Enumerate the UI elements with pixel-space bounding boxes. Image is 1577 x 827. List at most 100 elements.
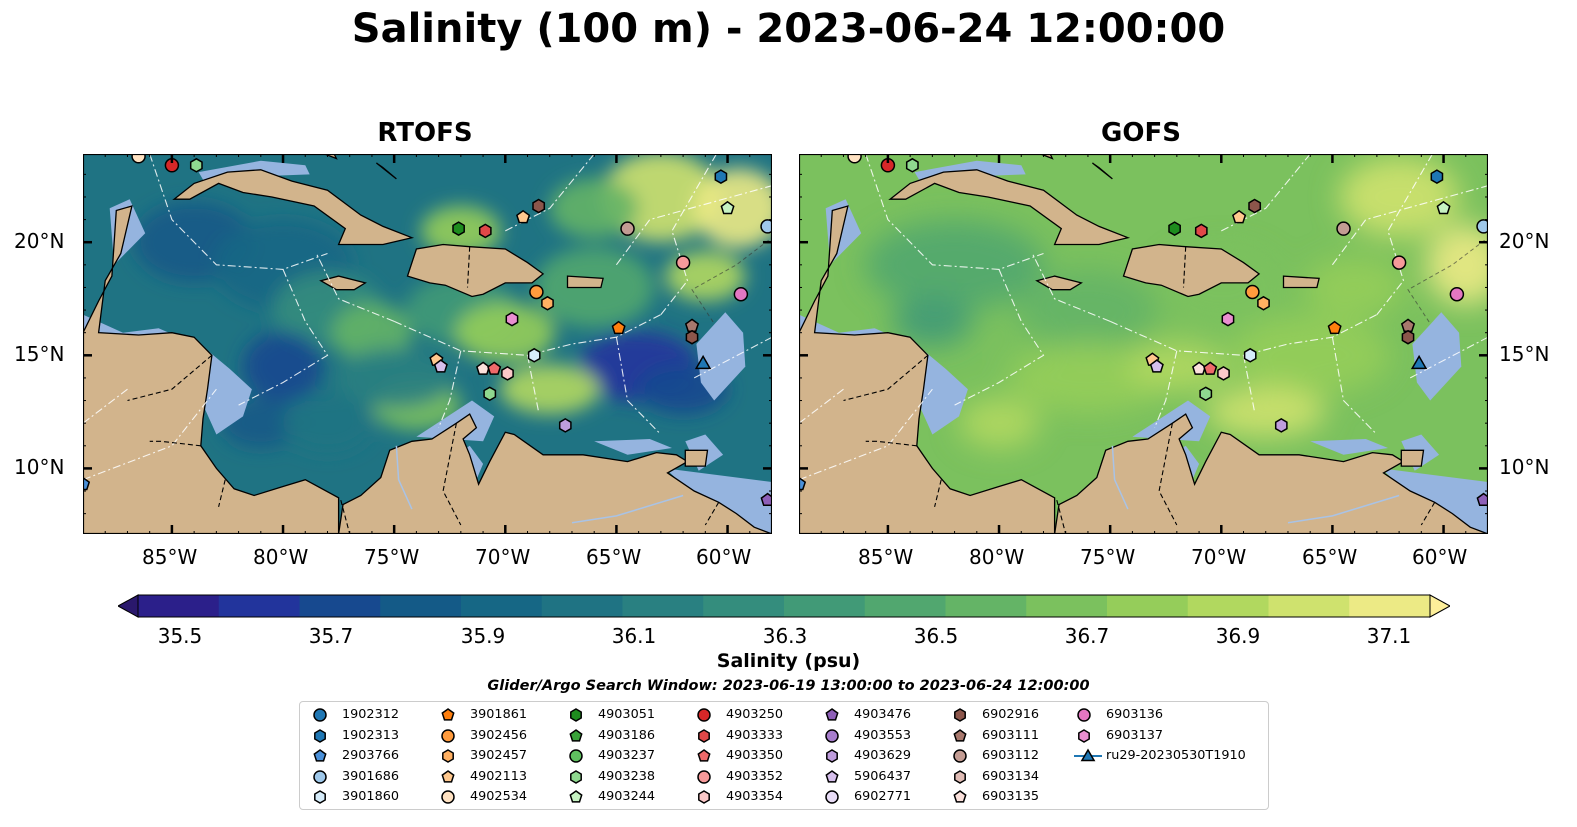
argo-float-marker bbox=[714, 169, 728, 184]
legend-label: 1902313 bbox=[342, 727, 399, 743]
legend-marker bbox=[441, 728, 455, 743]
panel-title-gofs: GOFS bbox=[1101, 118, 1181, 148]
land-mass bbox=[406, 243, 545, 298]
land-mass bbox=[888, 169, 1131, 246]
legend-label: 4903629 bbox=[854, 748, 911, 763]
colorbar-bin bbox=[380, 595, 462, 617]
argo-float-marker bbox=[611, 320, 626, 335]
argo-float-marker bbox=[483, 386, 497, 402]
legend-marker bbox=[570, 708, 582, 722]
colorbar-bin bbox=[864, 595, 946, 617]
land-mass bbox=[799, 205, 1056, 534]
argo-float-marker bbox=[905, 157, 919, 173]
land-mass bbox=[375, 162, 397, 180]
legend-label: 6902916 bbox=[982, 707, 1039, 722]
eez-boundary bbox=[238, 269, 329, 406]
eez-boundary bbox=[660, 154, 717, 315]
eez-boundary bbox=[1242, 355, 1256, 413]
colorbar-bin bbox=[703, 595, 785, 617]
argo-float-marker bbox=[1449, 286, 1465, 302]
legend-label: ru29-20230530T1910 bbox=[1106, 748, 1246, 763]
legend-marker bbox=[569, 728, 583, 742]
legend-label: 4903350 bbox=[726, 748, 783, 763]
argo-float-marker bbox=[487, 361, 502, 375]
shelf-area bbox=[594, 439, 672, 455]
legend-label: 3901860 bbox=[342, 789, 399, 804]
colorbar-bin bbox=[1026, 595, 1108, 617]
legend-marker bbox=[697, 769, 711, 784]
argo-float-marker bbox=[452, 221, 465, 236]
argo-float-marker bbox=[1391, 255, 1407, 270]
lon-tick-label: 85°W bbox=[142, 545, 198, 569]
legend-label: 4903186 bbox=[598, 727, 655, 743]
map-panel-rtofs[interactable] bbox=[83, 154, 772, 534]
legend-label: 4902534 bbox=[470, 789, 527, 804]
argo-float-marker bbox=[847, 154, 862, 164]
legend-label: 6903134 bbox=[982, 768, 1039, 784]
legend-marker bbox=[314, 728, 326, 743]
land-mass bbox=[1282, 275, 1320, 289]
legend-marker bbox=[441, 769, 455, 783]
country-border bbox=[865, 440, 917, 447]
argo-float-marker bbox=[1199, 386, 1213, 402]
lon-tick-label: 80°W bbox=[253, 545, 309, 569]
legend-label: 4903333 bbox=[726, 727, 783, 743]
land-mass bbox=[1400, 449, 1425, 467]
river bbox=[1111, 445, 1129, 510]
lon-tick-label: 65°W bbox=[1302, 545, 1358, 569]
colorbar-tick-label: 35.5 bbox=[157, 624, 203, 648]
colorbar-extend-max bbox=[1429, 594, 1450, 618]
colorbar bbox=[118, 594, 1450, 618]
colorbar-tick-label: 36.3 bbox=[762, 624, 808, 648]
shelf-area bbox=[83, 314, 252, 435]
legend-marker bbox=[1078, 728, 1090, 743]
argo-float-marker bbox=[558, 418, 572, 433]
search-window-caption: Glider/Argo Search Window: 2023-06-19 13… bbox=[487, 678, 1090, 694]
colorbar-bin bbox=[1268, 595, 1350, 617]
legend-label: 5906437 bbox=[854, 768, 911, 784]
shelf-area bbox=[696, 312, 746, 401]
lon-tick-label: 70°W bbox=[1191, 545, 1247, 569]
country-border bbox=[1056, 499, 1067, 534]
panel-title-rtofs: RTOFS bbox=[377, 118, 473, 148]
legend-marker bbox=[697, 749, 711, 762]
legend-label: 3901861 bbox=[470, 707, 527, 722]
shelf-area bbox=[799, 314, 968, 435]
argo-float-marker bbox=[799, 476, 807, 491]
lat-tick-label: 20°N bbox=[1499, 229, 1550, 253]
land-mass bbox=[1091, 162, 1113, 180]
figure-title: Salinity (100 m) - 2023-06-24 12:00:00 bbox=[351, 6, 1226, 52]
argo-float-marker bbox=[529, 284, 544, 300]
legend-label: 4903553 bbox=[854, 727, 911, 743]
argo-float-marker bbox=[620, 221, 635, 236]
colorbar-bin bbox=[1349, 595, 1431, 617]
eez-boundary bbox=[865, 154, 1044, 270]
lat-tick-label: 20°N bbox=[14, 229, 65, 253]
glider-marker bbox=[1410, 354, 1428, 370]
legend-marker bbox=[953, 790, 967, 803]
country-border bbox=[218, 479, 226, 508]
legend-marker bbox=[569, 749, 583, 763]
eez-boundary bbox=[693, 336, 772, 379]
legend-label: 4903244 bbox=[598, 789, 655, 804]
map-frame bbox=[83, 154, 772, 534]
argo-float-marker bbox=[505, 311, 519, 327]
legend-marker bbox=[314, 790, 326, 804]
argo-float-marker bbox=[83, 476, 91, 491]
argo-float-marker bbox=[1327, 320, 1342, 335]
lon-tick-label: 85°W bbox=[858, 545, 914, 569]
argo-float-marker bbox=[1248, 198, 1262, 214]
land-mass bbox=[172, 169, 415, 246]
argo-float-marker bbox=[1401, 329, 1415, 345]
eez-boundary bbox=[438, 350, 462, 428]
argo-float-marker bbox=[1221, 311, 1235, 327]
eez-boundary bbox=[615, 337, 662, 435]
lon-tick-label: 75°W bbox=[1080, 545, 1136, 569]
eez-boundary bbox=[393, 314, 662, 356]
map-panel-gofs[interactable] bbox=[799, 154, 1488, 534]
legend-label: 4903476 bbox=[854, 707, 911, 722]
colorbar-bin bbox=[1187, 595, 1269, 617]
argo-float-marker bbox=[1217, 366, 1230, 381]
legend-label: 4903354 bbox=[726, 789, 783, 804]
land-mass bbox=[1053, 413, 1488, 534]
